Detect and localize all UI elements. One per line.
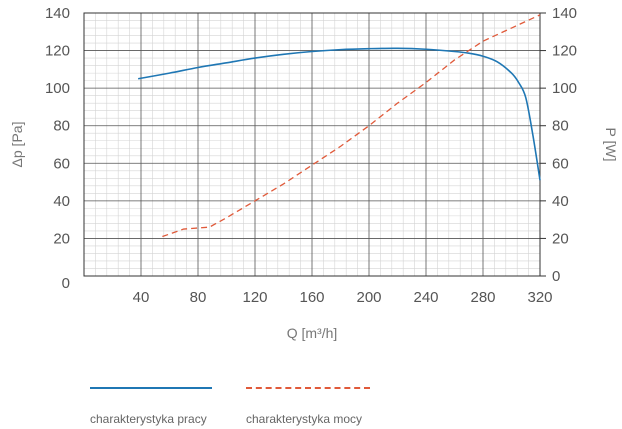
x-tick-label: 40 bbox=[133, 289, 150, 306]
x-tick-label: 240 bbox=[413, 289, 438, 306]
right-y-tick-label: 40 bbox=[552, 193, 569, 210]
x-tick-label: 120 bbox=[242, 289, 267, 306]
left-y-tick-label: 140 bbox=[45, 5, 70, 22]
left-y-tick-label: 100 bbox=[45, 80, 70, 97]
x-axis-label: Q [m³/h] bbox=[287, 325, 338, 341]
right-y-tick-label: 120 bbox=[552, 43, 577, 60]
right-y-tick-label: 20 bbox=[552, 230, 569, 247]
right-y-tick-label: 80 bbox=[552, 118, 569, 135]
major-gridlines bbox=[84, 13, 540, 276]
right-y-tick-label: 0 bbox=[552, 268, 560, 285]
left-y-tick-labels: 0 20 40 60 80 100 120 140 bbox=[45, 5, 70, 292]
series-line-pracy bbox=[138, 47, 541, 181]
left-y-tick-label: 80 bbox=[53, 118, 70, 135]
left-y-tick-label: 20 bbox=[53, 230, 70, 247]
right-y-tick-label: 60 bbox=[552, 155, 569, 172]
series-lines bbox=[138, 14, 541, 238]
plot-frame bbox=[83, 12, 541, 277]
left-y-tick-label: 0 bbox=[62, 275, 70, 292]
x-tick-label: 160 bbox=[299, 289, 324, 306]
left-y-axis-label: Δp [Pa] bbox=[9, 122, 25, 168]
right-y-tick-label: 140 bbox=[552, 5, 577, 22]
left-y-tick-label: 120 bbox=[45, 43, 70, 60]
x-tick-label: 80 bbox=[190, 289, 207, 306]
x-tick-labels: 40 80 120 160 200 240 280 320 bbox=[133, 289, 553, 306]
left-y-tick-label: 60 bbox=[53, 155, 70, 172]
right-y-tick-labels: 0 20 40 60 80 100 120 140 bbox=[540, 5, 577, 285]
legend-swatch-mocy bbox=[246, 387, 370, 389]
series-line-mocy bbox=[162, 14, 541, 238]
left-y-tick-label: 40 bbox=[53, 193, 70, 210]
x-tick-label: 200 bbox=[356, 289, 381, 306]
x-tick-label: 280 bbox=[470, 289, 495, 306]
x-tick-label: 320 bbox=[527, 289, 552, 306]
right-y-axis-label: P [W] bbox=[603, 128, 619, 162]
right-y-tick-label: 100 bbox=[552, 80, 577, 97]
legend-label-pracy: charakterystyka pracy bbox=[90, 412, 207, 426]
legend-swatch-pracy bbox=[90, 387, 212, 389]
legend-label-mocy: charakterystyka mocy bbox=[246, 412, 363, 426]
